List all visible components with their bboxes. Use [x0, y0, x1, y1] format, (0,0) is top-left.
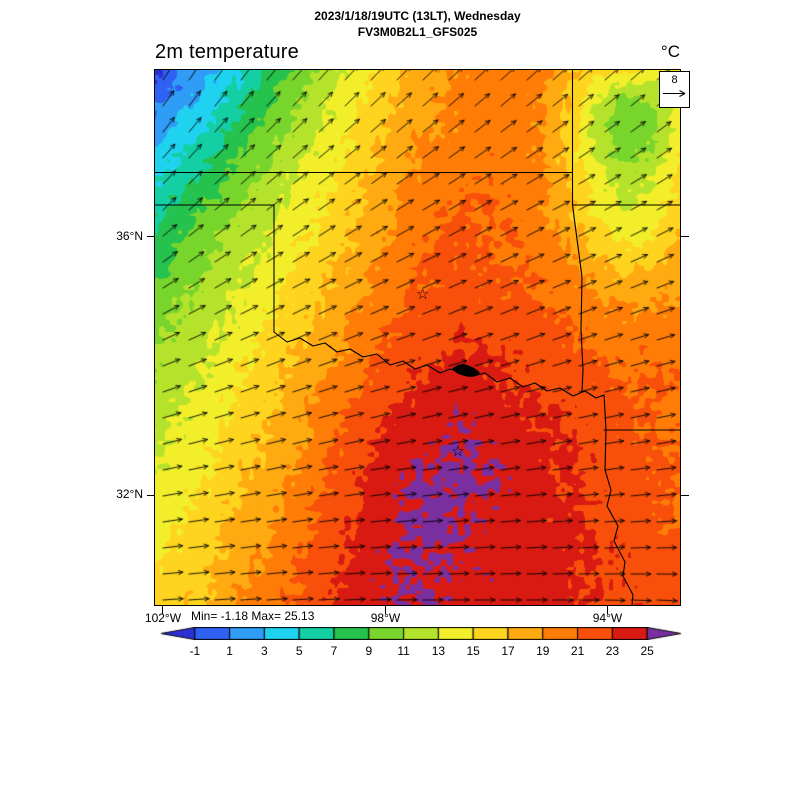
colorbar-tick-label: 13 — [431, 644, 446, 658]
lat-tick — [681, 236, 689, 238]
colorbar-labels: -1 1 3 5 7 9 11 13 15 17 19 21 23 25 — [160, 644, 682, 660]
lat-tick — [147, 236, 155, 238]
colorbar-tick-label: -1 — [189, 644, 201, 658]
model-run-label: FV3M0B2L1_GFS025 — [357, 25, 478, 39]
colorbar-tick-label: 21 — [570, 644, 585, 658]
units-label: °C — [660, 42, 680, 61]
state-border-texas-arkansas-louisiana — [603, 394, 634, 605]
lon-tick — [606, 606, 608, 614]
city-marker-star-2: ☆ — [451, 443, 465, 461]
colorbar-tick-label: 3 — [261, 644, 268, 658]
lon-tick-label: 98°W — [370, 611, 401, 625]
colorbar-tick-label: 15 — [466, 644, 480, 658]
colorbar-tick-label: 1 — [226, 644, 233, 658]
colorbar-tick-label: 5 — [295, 644, 303, 658]
lake-texoma — [452, 364, 480, 377]
lat-tick-label: 32°N — [116, 487, 143, 501]
plot-title: 2m temperature — [155, 41, 299, 63]
state-borders — [155, 70, 680, 605]
colorbar-tick-label: 19 — [536, 644, 550, 658]
colorbar-tick-label: 7 — [330, 644, 338, 658]
wind-reference-value: 8 — [671, 74, 678, 86]
lon-tick — [384, 606, 386, 614]
wind-reference-box: 8 — [659, 71, 690, 108]
colorbar-tick-label: 9 — [365, 644, 373, 658]
wind-reference-arrow-icon — [663, 90, 686, 97]
colorbar-tick-label: 11 — [397, 644, 410, 658]
map-overlay — [155, 70, 680, 605]
colorbar-tick-label: 17 — [501, 644, 515, 658]
lat-tick — [681, 494, 689, 496]
city-marker-star-1: ☆ — [416, 286, 430, 304]
colorbar-tick-label: 25 — [640, 644, 654, 658]
plot-header: 2023/1/18/19UTC (13LT), Wednesday FV3M0B… — [155, 8, 680, 40]
lon-tick — [162, 606, 164, 614]
red-river-border — [273, 331, 605, 399]
state-border-oklahoma-arkansas — [571, 204, 584, 393]
colorbar-tick-label: 23 — [605, 644, 620, 658]
valid-time-label: 2023/1/18/19UTC (13LT), Wednesday — [314, 9, 521, 23]
temperature-field-canvas — [155, 70, 680, 605]
lat-tick-label: 36°N — [116, 228, 143, 243]
lon-tick-label: 102°W — [144, 611, 182, 625]
lon-tick-label: 94°W — [592, 611, 623, 625]
colorbar — [160, 627, 682, 640]
map-area: ☆ ☆ — [154, 69, 681, 606]
minmax-label: Min= -1.18 Max= 25.13 — [191, 609, 315, 623]
lat-tick — [147, 494, 155, 496]
